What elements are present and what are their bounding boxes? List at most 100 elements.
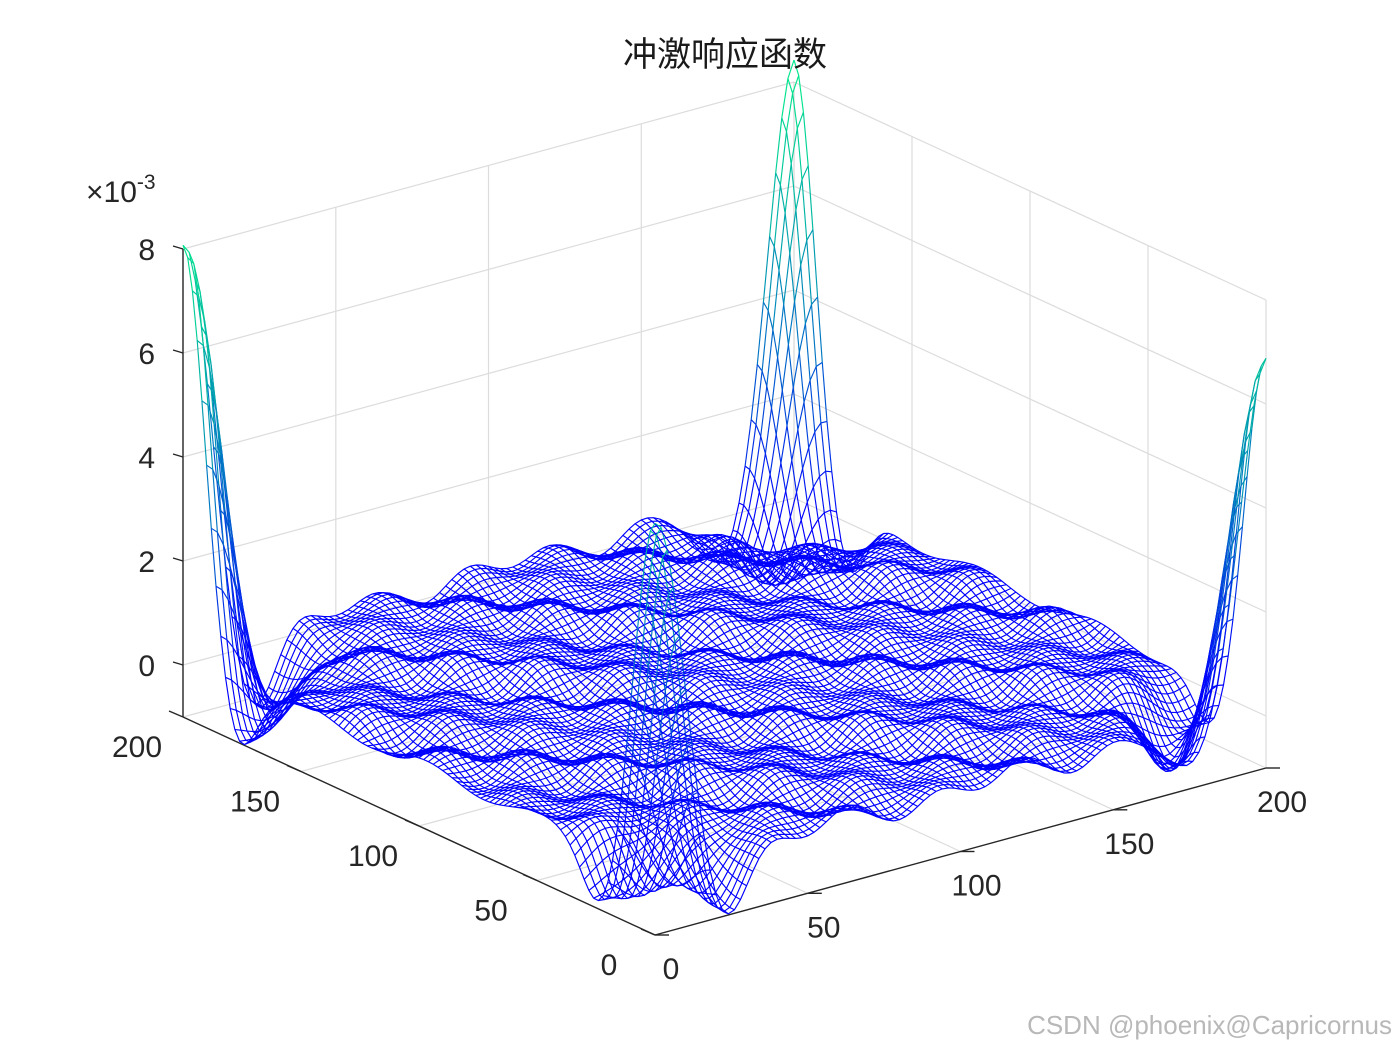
mesh-line-y bbox=[951, 724, 958, 731]
mesh-line-y bbox=[742, 747, 771, 752]
mesh-line-y bbox=[998, 642, 1028, 651]
mesh-line-y bbox=[723, 590, 753, 608]
mesh-line-y bbox=[292, 627, 322, 656]
mesh-line-y bbox=[821, 726, 851, 750]
mesh-line-y bbox=[636, 649, 643, 702]
mesh-line-y bbox=[536, 811, 566, 837]
mesh-line-y bbox=[798, 596, 828, 611]
mesh-line-y bbox=[651, 549, 657, 553]
mesh-line-y bbox=[498, 598, 528, 612]
mesh-line-y bbox=[599, 586, 629, 596]
mesh-line-y bbox=[685, 614, 714, 632]
mesh-line-y bbox=[714, 841, 744, 867]
mesh-line-y bbox=[1037, 608, 1043, 612]
mesh-line-y bbox=[808, 619, 838, 651]
mesh-line-x bbox=[1225, 522, 1233, 572]
mesh-line-y bbox=[613, 816, 644, 862]
mesh-line-x bbox=[361, 708, 369, 712]
mesh-line-y bbox=[780, 771, 787, 777]
mesh-line-y bbox=[947, 699, 977, 717]
mesh-line-y bbox=[1039, 662, 1045, 666]
mesh-line-y bbox=[1034, 623, 1064, 648]
mesh-line-y bbox=[556, 656, 586, 670]
mesh-line-y bbox=[841, 674, 871, 690]
mesh-line-y bbox=[1091, 745, 1102, 752]
mesh-line-y bbox=[1069, 612, 1099, 643]
mesh-line-y bbox=[608, 720, 638, 742]
mesh-line-y bbox=[789, 542, 818, 570]
mesh-line-y bbox=[731, 621, 761, 657]
mesh-line-x bbox=[819, 470, 826, 477]
mesh-line-y bbox=[626, 602, 631, 605]
mesh-line-y bbox=[549, 664, 555, 671]
mesh-line-y bbox=[969, 659, 980, 667]
mesh-line-y bbox=[842, 627, 872, 636]
mesh-line-y bbox=[973, 572, 979, 579]
mesh-line-y bbox=[913, 781, 943, 790]
mesh-line-y bbox=[316, 708, 346, 720]
mesh-line-y bbox=[1006, 613, 1035, 625]
mesh-line-y bbox=[699, 536, 729, 552]
mesh-line-y bbox=[531, 758, 538, 766]
mesh-line-y bbox=[919, 707, 949, 713]
mesh-line-y bbox=[353, 604, 383, 617]
mesh-line-x bbox=[962, 569, 970, 574]
mesh-line-y bbox=[1009, 643, 1039, 648]
mesh-line-x bbox=[680, 694, 688, 747]
mesh-line-y bbox=[282, 702, 311, 708]
mesh-line-y bbox=[867, 653, 873, 655]
mesh-line-y bbox=[555, 544, 585, 564]
mesh-line-y bbox=[632, 701, 639, 752]
mesh-line-y bbox=[475, 635, 505, 660]
grid-line-z-back bbox=[182, 497, 795, 666]
mesh-line-y bbox=[946, 660, 952, 664]
mesh-line-y bbox=[902, 574, 932, 612]
mesh-line-y bbox=[650, 553, 680, 559]
mesh-line-y bbox=[854, 623, 884, 630]
mesh-line-y bbox=[964, 568, 970, 572]
mesh-line-y bbox=[357, 624, 387, 644]
mesh-line-y bbox=[507, 662, 537, 682]
mesh-line-y bbox=[531, 607, 538, 611]
mesh-line-x bbox=[646, 600, 654, 621]
mesh-line-y bbox=[924, 792, 931, 796]
mesh-line-y bbox=[341, 679, 370, 687]
mesh-line-y bbox=[710, 552, 716, 555]
mesh-line-y bbox=[656, 795, 663, 827]
mesh-line-y bbox=[504, 595, 534, 609]
mesh-line-y bbox=[191, 290, 198, 341]
mesh-line-y bbox=[1076, 675, 1106, 698]
mesh-line-y bbox=[954, 764, 980, 790]
mesh-line-y bbox=[236, 575, 243, 615]
mesh-line-x bbox=[681, 709, 688, 717]
mesh-line-y bbox=[827, 792, 857, 810]
grid-lines bbox=[182, 81, 1267, 936]
mesh-line-y bbox=[651, 535, 657, 562]
mesh-line-y bbox=[695, 869, 711, 876]
mesh-line-x bbox=[766, 329, 774, 387]
mesh-line-y bbox=[706, 636, 736, 660]
mesh-line-y bbox=[388, 614, 418, 638]
grid-line-z-side bbox=[793, 185, 1267, 405]
mesh-line-x bbox=[222, 544, 231, 565]
mesh-line-y bbox=[692, 837, 723, 884]
mesh-line-y bbox=[1087, 705, 1117, 717]
mesh-line-x bbox=[863, 662, 870, 670]
mesh-line-x bbox=[684, 689, 693, 743]
mesh-line-y bbox=[1053, 672, 1083, 711]
mesh-line-y bbox=[207, 405, 214, 470]
mesh-line-y bbox=[609, 734, 639, 762]
mesh-line-y bbox=[975, 569, 981, 573]
mesh-line-y bbox=[675, 701, 691, 711]
mesh-line-y bbox=[624, 573, 654, 590]
mesh-line-x bbox=[376, 651, 383, 656]
mesh-line-y bbox=[905, 565, 935, 593]
mesh-line-x bbox=[871, 715, 878, 718]
mesh-line-y bbox=[636, 603, 647, 610]
mesh-line-y bbox=[480, 797, 509, 807]
mesh-line-y bbox=[1168, 760, 1193, 769]
mesh-line-y bbox=[789, 253, 796, 302]
mesh-line-y bbox=[689, 761, 695, 766]
mesh-line-y bbox=[955, 665, 962, 672]
mesh-line-x bbox=[761, 310, 769, 372]
